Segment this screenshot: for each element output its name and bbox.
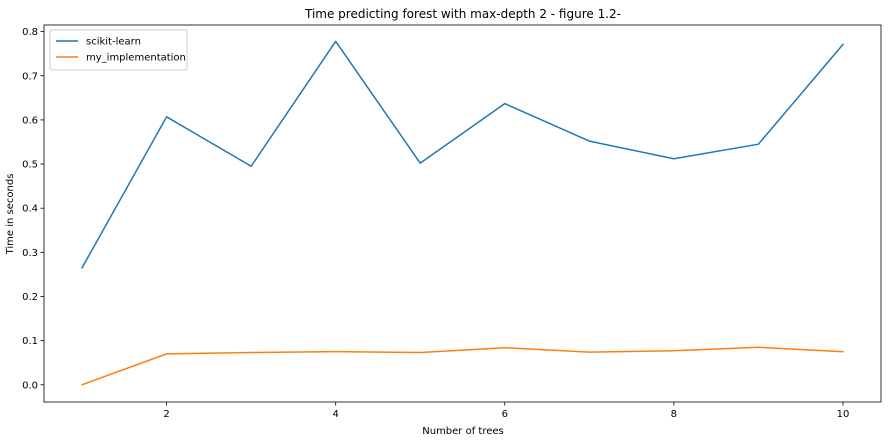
legend-label-2: my_implementation	[86, 53, 186, 64]
x-tick-label: 2	[163, 409, 169, 420]
legend-label-1: scikit-learn	[86, 37, 141, 48]
x-axis-label: Number of trees	[422, 426, 504, 437]
y-tick-label: 0.2	[22, 292, 38, 303]
plot-frame	[43, 24, 882, 403]
y-tick-label: 0.3	[22, 248, 38, 259]
x-tick-label: 8	[671, 409, 677, 420]
y-tick-label: 0.4	[22, 204, 38, 215]
x-tick-label: 4	[332, 409, 338, 420]
series-line-2	[81, 346, 844, 386]
y-tick-label: 0.5	[22, 160, 38, 171]
x-tick-label: 10	[837, 409, 850, 420]
y-tick-label: 0.6	[22, 115, 38, 126]
y-tick-label: 0.7	[22, 71, 38, 82]
legend	[49, 29, 188, 71]
series-line-1	[81, 40, 845, 269]
y-axis-label: Time in seconds	[5, 174, 16, 256]
y-tick-label: 0.1	[22, 336, 38, 347]
x-tick-label: 6	[502, 409, 508, 420]
y-tick-label: 0.0	[22, 380, 38, 391]
chart-title: Time predicting forest with max-depth 2 …	[304, 7, 621, 21]
y-tick-label: 0.8	[22, 27, 38, 38]
